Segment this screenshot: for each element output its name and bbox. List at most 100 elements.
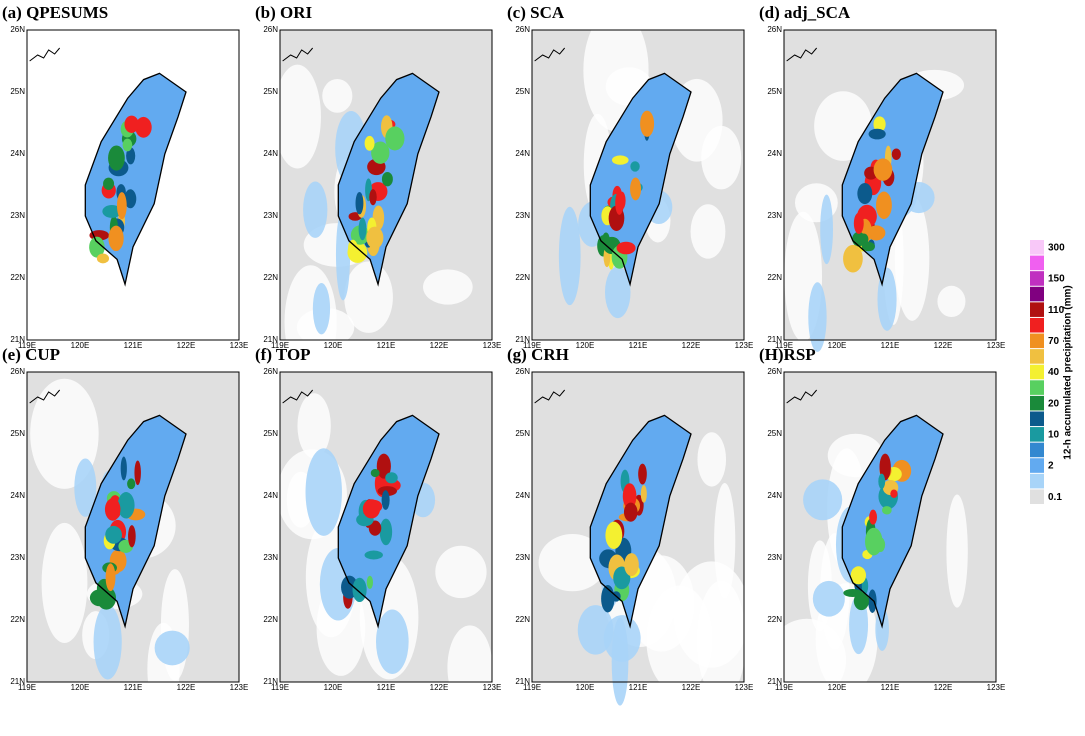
rain-cell — [89, 236, 105, 258]
rain-field — [812, 580, 845, 617]
coastline — [786, 389, 818, 404]
rain-cell — [376, 453, 391, 479]
rain-field — [690, 204, 726, 259]
coastline — [29, 47, 61, 62]
taiwan-fill — [842, 415, 943, 627]
rain-field — [423, 269, 473, 305]
rain-cell — [379, 518, 393, 546]
colorbar-label: 2 — [1048, 461, 1054, 472]
lon-label: 120E — [576, 683, 595, 692]
rain-cell — [850, 566, 867, 585]
colorbar-label: 300 — [1048, 242, 1065, 253]
rain-cell — [352, 577, 367, 603]
rain-cell — [124, 115, 139, 133]
rain-field — [820, 194, 834, 265]
lon-label: 121E — [629, 341, 648, 350]
coastline — [337, 72, 440, 287]
rain-cell — [891, 148, 901, 160]
panel-title: (g) CRH — [507, 345, 569, 364]
colorbar-box — [1030, 333, 1044, 349]
rain-cell — [605, 521, 623, 550]
rain-field — [303, 181, 328, 238]
rain-cell — [879, 453, 891, 481]
rain-field — [558, 206, 581, 306]
lat-label: 21N — [10, 335, 25, 344]
lat-label: 26N — [515, 25, 530, 34]
lat-label: 23N — [10, 553, 25, 562]
lon-label: 121E — [881, 683, 900, 692]
lat-label: 25N — [10, 429, 25, 438]
rain-field — [697, 432, 727, 487]
map-panel — [783, 29, 997, 352]
lon-label: 122E — [177, 341, 196, 350]
rain-cell — [377, 486, 397, 496]
lat-label: 24N — [767, 491, 782, 500]
lon-label: 123E — [230, 683, 249, 692]
rain-cell — [370, 468, 380, 478]
colorbar-box — [1030, 240, 1044, 255]
lat-label: 26N — [10, 25, 25, 34]
lat-label: 21N — [767, 335, 782, 344]
lon-label: 120E — [828, 683, 847, 692]
rain-cell — [869, 509, 877, 525]
rain-cell — [103, 177, 115, 190]
rain-field — [937, 285, 966, 318]
lat-label: 22N — [767, 273, 782, 282]
rain-cell — [381, 490, 390, 510]
rain-cell — [843, 244, 863, 273]
lon-label: 120E — [324, 683, 343, 692]
rain-field — [577, 605, 614, 655]
coastline — [534, 47, 566, 62]
colorbar-box — [1030, 271, 1044, 286]
rain-cell — [616, 241, 636, 255]
lon-label: 119E — [523, 341, 541, 350]
rain-field — [604, 266, 631, 319]
lat-label: 24N — [263, 491, 278, 500]
rain-cell — [638, 463, 647, 485]
map-frame — [26, 371, 240, 683]
lon-label: 122E — [934, 683, 953, 692]
map-panel — [26, 29, 240, 341]
lat-label: 25N — [767, 429, 782, 438]
rain-cell — [89, 589, 110, 607]
lon-label: 122E — [682, 341, 701, 350]
rain-cell — [96, 253, 110, 264]
map-panel — [277, 371, 493, 710]
lon-label: 122E — [430, 683, 449, 692]
lon-label: 119E — [775, 683, 793, 692]
lat-label: 23N — [515, 211, 530, 220]
colorbar-label: 110 — [1048, 305, 1065, 316]
colorbar-title: 12-h accumulated precipitation (mm) — [1063, 285, 1074, 459]
lat-label: 24N — [10, 149, 25, 158]
lat-label: 22N — [263, 615, 278, 624]
lat-label: 23N — [767, 211, 782, 220]
rain-field — [322, 79, 353, 113]
rain-cell — [873, 158, 893, 181]
rain-cell — [108, 225, 124, 252]
coastline — [841, 72, 944, 287]
lat-label: 22N — [263, 273, 278, 282]
rain-cell — [630, 177, 642, 201]
rain-cell — [882, 506, 892, 515]
rain-cell — [135, 116, 152, 138]
lon-label: 120E — [71, 341, 90, 350]
rain-cell — [873, 116, 886, 132]
rain-cell — [878, 473, 886, 490]
lon-label: 121E — [124, 341, 143, 350]
lat-label: 26N — [767, 25, 782, 34]
lat-label: 25N — [515, 87, 530, 96]
lon-label: 120E — [71, 683, 90, 692]
rain-cell — [371, 141, 390, 164]
lon-label: 123E — [735, 683, 754, 692]
lon-label: 122E — [177, 683, 196, 692]
lat-label: 21N — [10, 677, 25, 686]
colorbar-label: 20 — [1048, 398, 1060, 409]
lon-label: 121E — [377, 341, 396, 350]
rain-cell — [853, 212, 864, 234]
lon-label: 121E — [629, 683, 648, 692]
rain-field — [673, 561, 750, 668]
colorbar-label: 0.1 — [1048, 492, 1062, 503]
lat-label: 24N — [263, 149, 278, 158]
coastline — [786, 47, 818, 62]
lat-label: 21N — [515, 335, 530, 344]
